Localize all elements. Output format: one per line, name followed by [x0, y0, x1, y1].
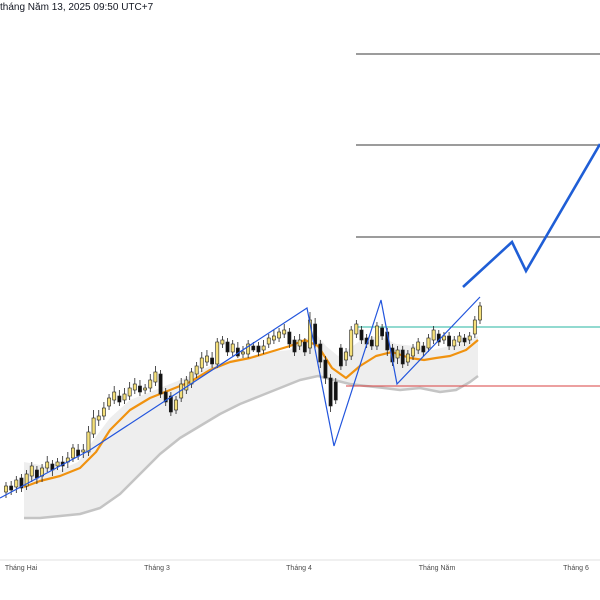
candle-down [9, 485, 14, 491]
level-lines [346, 53, 600, 387]
x-tick-label: Tháng 6 [563, 565, 589, 572]
candle-down [117, 395, 122, 403]
candle-down [323, 359, 328, 379]
candle-down [359, 329, 364, 341]
envelope-lower-edge [24, 374, 479, 520]
candle-down [318, 343, 323, 363]
candle-up [416, 341, 421, 351]
candle-up [132, 383, 137, 391]
candle-down [256, 345, 261, 353]
candle-up [194, 365, 199, 375]
zigzag-line [0, 296, 481, 499]
candles [4, 302, 482, 498]
candle-up [472, 319, 477, 335]
candle-up [96, 415, 101, 421]
candle-down [421, 345, 426, 353]
candle-up [45, 461, 50, 469]
chart-header-timestamp: tháng Năm 13, 2025 09:50 UTC+7 [0, 2, 154, 13]
candle-up [405, 353, 410, 363]
candle-down [292, 339, 297, 353]
envelope-band [24, 334, 478, 518]
candle-down [158, 373, 163, 395]
candle-up [174, 399, 178, 411]
candle-up [122, 393, 127, 401]
candle-up [375, 325, 379, 347]
x-tick-label: Tháng Hai [5, 565, 38, 572]
candle-up [4, 485, 8, 493]
candle-down [35, 469, 39, 479]
candle-up [442, 335, 446, 341]
candle-up [112, 391, 117, 401]
candle-down [328, 377, 333, 407]
candle-down [313, 323, 318, 345]
x-tick-label: Tháng Năm [419, 565, 456, 572]
candle-down [163, 391, 168, 403]
zigzag-layer [0, 143, 600, 499]
candle-up [24, 473, 29, 487]
candle-down [462, 337, 467, 343]
candle-up [71, 447, 75, 459]
candle-down [380, 327, 385, 337]
candle-down [338, 347, 343, 367]
candle-up [101, 407, 106, 417]
candle-down [400, 349, 405, 365]
candle-up [452, 339, 457, 347]
x-tick-label: Tháng 4 [286, 565, 312, 572]
candle-up [86, 431, 91, 453]
candle-up [127, 387, 132, 397]
candle-up [426, 337, 431, 349]
projection-path [462, 143, 600, 288]
candle-up [14, 479, 19, 488]
candle-up [354, 323, 359, 335]
candle-up [230, 343, 235, 353]
candle-down [225, 341, 230, 353]
candle-up [148, 379, 153, 389]
candle-up [91, 417, 96, 435]
candle-up [241, 351, 245, 355]
candle-up [395, 349, 400, 359]
candle-up [184, 379, 189, 391]
candle-up [29, 465, 34, 477]
candle-up [107, 397, 111, 407]
candle-up [297, 339, 302, 347]
candle-up [411, 347, 415, 357]
candle-up [215, 341, 220, 365]
candle-down [302, 341, 307, 353]
candle-up [478, 305, 482, 321]
x-tick-label: Tháng 3 [144, 565, 170, 572]
candle-up [349, 329, 354, 357]
candle-up [277, 331, 281, 339]
candle-up [153, 371, 158, 383]
candle-up [467, 335, 472, 341]
candle-down [333, 381, 338, 401]
candle-up [261, 345, 266, 351]
band-layer [24, 334, 479, 520]
candle-down [19, 477, 24, 489]
candle-up [344, 351, 348, 361]
candle-up [143, 387, 148, 391]
candle-down [168, 395, 173, 413]
candle-up [431, 329, 436, 341]
candle-down [251, 345, 256, 351]
candle-up [457, 335, 462, 343]
candle-up [266, 337, 271, 345]
candle-down [210, 357, 214, 365]
candle-up [220, 339, 225, 345]
candle-down [369, 339, 374, 347]
candle-up [205, 355, 209, 363]
candle-up [282, 329, 287, 335]
candle-up [81, 449, 86, 453]
candle-up [272, 335, 276, 341]
candle-up [246, 343, 251, 355]
candle-down [138, 385, 142, 393]
candle-up [55, 461, 60, 467]
candle-down [447, 335, 451, 347]
time-axis: Tháng Hai Tháng 3 Tháng 4 Tháng Năm Thán… [0, 559, 600, 572]
candle-down [287, 331, 292, 345]
candle-up [199, 357, 204, 369]
